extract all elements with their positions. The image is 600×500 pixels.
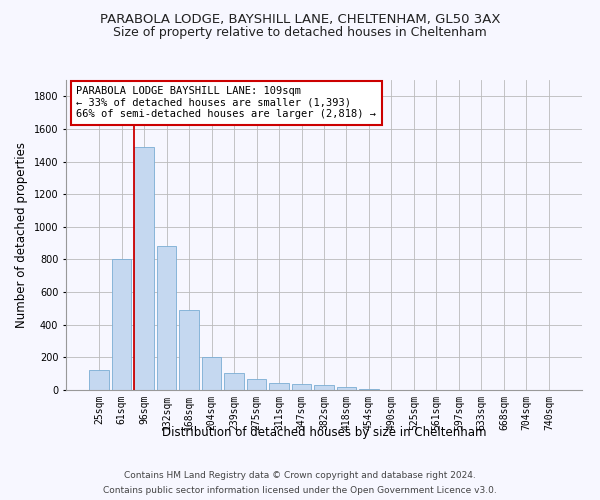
Text: PARABOLA LODGE, BAYSHILL LANE, CHELTENHAM, GL50 3AX: PARABOLA LODGE, BAYSHILL LANE, CHELTENHA… (100, 12, 500, 26)
Bar (179, 310, 199, 390)
Bar (292, 384, 311, 390)
Bar (359, 389, 379, 390)
Bar (157, 246, 176, 390)
Text: PARABOLA LODGE BAYSHILL LANE: 109sqm
← 33% of detached houses are smaller (1,393: PARABOLA LODGE BAYSHILL LANE: 109sqm ← 3… (76, 86, 376, 120)
Bar (89, 370, 109, 390)
Bar (314, 385, 334, 390)
Bar (247, 380, 266, 390)
Bar (112, 260, 131, 390)
Bar (337, 386, 356, 390)
Text: Size of property relative to detached houses in Cheltenham: Size of property relative to detached ho… (113, 26, 487, 39)
Bar (269, 384, 289, 390)
Bar (202, 356, 221, 390)
Y-axis label: Number of detached properties: Number of detached properties (15, 142, 28, 328)
Text: Contains HM Land Registry data © Crown copyright and database right 2024.: Contains HM Land Registry data © Crown c… (124, 471, 476, 480)
Text: Contains public sector information licensed under the Open Government Licence v3: Contains public sector information licen… (103, 486, 497, 495)
Text: Distribution of detached houses by size in Cheltenham: Distribution of detached houses by size … (162, 426, 486, 439)
Bar (224, 373, 244, 390)
Bar (134, 147, 154, 390)
